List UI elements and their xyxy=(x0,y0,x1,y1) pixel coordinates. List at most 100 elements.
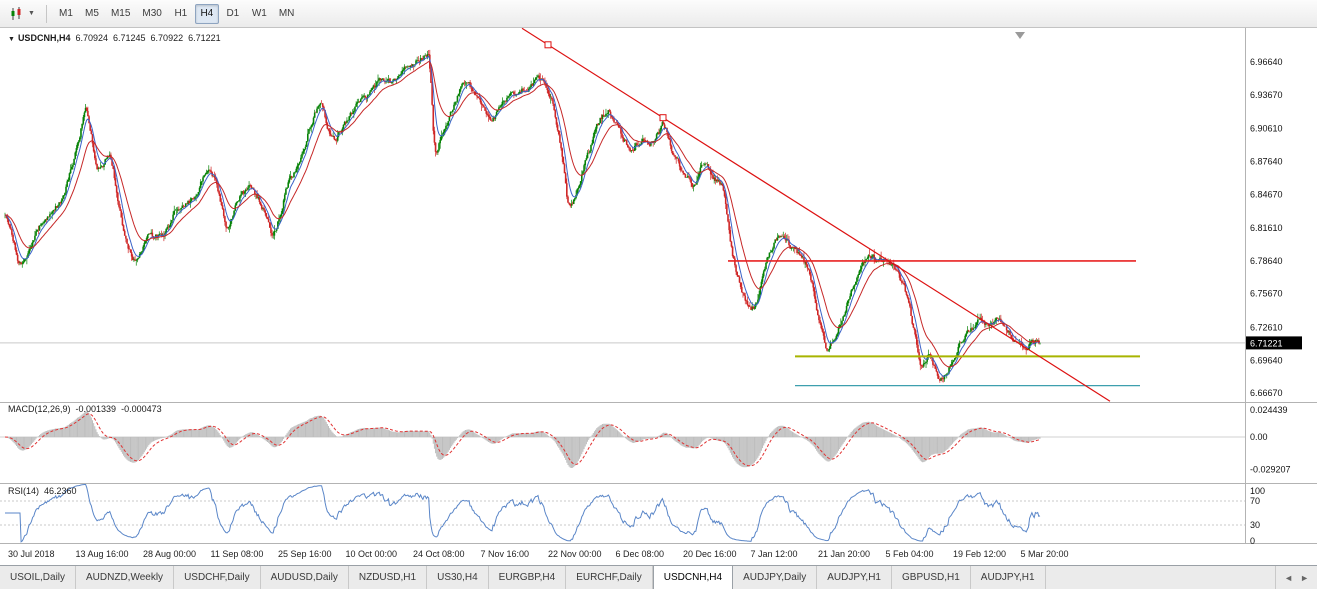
timeframe-button-m15[interactable]: M15 xyxy=(110,8,131,19)
candlestick-chart-icon xyxy=(11,6,21,20)
svg-text:-0.029207: -0.029207 xyxy=(1250,464,1291,474)
tab-scroll-right-icon[interactable]: ► xyxy=(1300,572,1309,583)
svg-text:6.93670: 6.93670 xyxy=(1250,90,1283,100)
svg-text:6.71221: 6.71221 xyxy=(1250,338,1283,348)
macd-main-value: -0.001339 xyxy=(75,404,117,414)
chart-ohlc-label: ▼ USDCNH,H4 6.70924 6.71245 6.70922 6.71221 xyxy=(8,33,226,43)
svg-text:7 Jan 12:00: 7 Jan 12:00 xyxy=(751,549,798,559)
svg-text:7 Nov 16:00: 7 Nov 16:00 xyxy=(481,549,530,559)
timeframe-button-h4[interactable]: H4 xyxy=(194,3,219,24)
price-chart[interactable]: 6.96640 6.93670 6.90610 6.87640 6.84670 6.816… xyxy=(0,28,1317,565)
svg-text:30: 30 xyxy=(1250,520,1260,530)
svg-text:5 Feb 04:00: 5 Feb 04:00 xyxy=(886,549,934,559)
svg-text:6.66670: 6.66670 xyxy=(1250,388,1283,398)
macd-signal-value: -0.000473 xyxy=(121,404,162,414)
svg-text:6.96640: 6.96640 xyxy=(1250,57,1283,67)
timeframe-button-m5[interactable]: M5 xyxy=(84,8,99,19)
svg-text:6.78640: 6.78640 xyxy=(1250,256,1283,266)
open-value: 6.70924 xyxy=(75,33,108,43)
svg-text:0: 0 xyxy=(1250,536,1255,546)
svg-text:6.75670: 6.75670 xyxy=(1250,289,1283,299)
chart-tab-nzdusd-h1[interactable]: NZDUSD,H1 xyxy=(348,566,428,589)
rsi-indicator xyxy=(0,483,1245,543)
tab-scroll-left-icon[interactable]: ◄ xyxy=(1284,572,1294,583)
svg-text:0.024439: 0.024439 xyxy=(1250,405,1288,415)
svg-text:22 Nov 00:00: 22 Nov 00:00 xyxy=(548,549,602,559)
svg-text:30 Jul 2018: 30 Jul 2018 xyxy=(8,549,55,559)
chart-tab-audnzd-weekly[interactable]: AUDNZD,Weekly xyxy=(76,566,175,589)
svg-text:25 Sep 16:00: 25 Sep 16:00 xyxy=(278,549,332,559)
symbol-timeframe-label: USDCNH,H4 xyxy=(17,33,71,43)
timeframe-button-mn[interactable]: MN xyxy=(278,8,295,19)
rsi-line xyxy=(5,483,1041,543)
ma-line-7 xyxy=(4,55,1041,377)
timeframe-button-w1[interactable]: W1 xyxy=(251,8,267,19)
low-value: 6.70922 xyxy=(150,33,184,43)
svg-text:6.90610: 6.90610 xyxy=(1250,124,1283,134)
chart-tab-eurgbp-h4[interactable]: EURGBP,H4 xyxy=(488,566,567,589)
svg-text:10 Oct 00:00: 10 Oct 00:00 xyxy=(346,549,398,559)
rsi-indicator-label: RSI(14) 46.2360 xyxy=(8,486,82,496)
chart-tab-usdcnh-h4[interactable]: USDCNH,H4 xyxy=(652,566,734,589)
chart-tab-usdchf-daily[interactable]: USDCHF,Daily xyxy=(174,566,261,589)
rsi-value: 46.2360 xyxy=(44,486,77,496)
chart-type-dropdown[interactable]: ▼ xyxy=(5,5,40,23)
descending-trendline[interactable] xyxy=(521,28,1111,402)
timeframe-button-m1[interactable]: M1 xyxy=(58,8,73,19)
svg-text:6.87640: 6.87640 xyxy=(1250,157,1283,167)
close-value: 6.71221 xyxy=(188,33,221,43)
chevron-down-icon: ▼ xyxy=(28,10,35,17)
time-axis[interactable]: 30 Jul 2018 13 Aug 16:00 28 Aug 00:00 11 Se… xyxy=(8,549,1069,559)
svg-text:5 Mar 20:00: 5 Mar 20:00 xyxy=(1021,549,1069,559)
toolbar-separator xyxy=(45,4,47,23)
svg-text:6 Dec 08:00: 6 Dec 08:00 xyxy=(616,549,665,559)
trendline-handle xyxy=(659,114,667,122)
chart-tab-audusd-daily[interactable]: AUDUSD,Daily xyxy=(260,566,349,589)
svg-text:6.69640: 6.69640 xyxy=(1250,355,1283,365)
svg-text:19 Feb 12:00: 19 Feb 12:00 xyxy=(953,549,1006,559)
timeframe-button-d1[interactable]: D1 xyxy=(226,8,240,19)
macd-indicator xyxy=(0,411,1245,468)
chart-tab-audjpy-h1[interactable]: AUDJPY,H1 xyxy=(970,566,1046,589)
svg-text:6.81610: 6.81610 xyxy=(1250,223,1283,233)
svg-text:100: 100 xyxy=(1250,486,1265,496)
macd-name: MACD(12,26,9) xyxy=(8,404,71,414)
chart-tab-us30-h4[interactable]: US30,H4 xyxy=(427,566,489,589)
chart-tab-gbpusd-h1[interactable]: GBPUSD,H1 xyxy=(892,566,971,589)
chart-tab-usoil-daily[interactable]: USOIL,Daily xyxy=(0,566,77,589)
timeframe-button-h1[interactable]: H1 xyxy=(174,8,188,19)
chart-tab-eurchf-daily[interactable]: EURCHF,Daily xyxy=(566,566,653,589)
timeframe-toolbar: ▼ M1 M5 M15 M30 H1 H4 D1 W1 MN xyxy=(0,0,1317,28)
svg-text:28 Aug 00:00: 28 Aug 00:00 xyxy=(143,549,196,559)
panel-separators[interactable] xyxy=(0,28,1317,544)
chart-shift-marker-icon[interactable] xyxy=(1015,32,1025,39)
tab-scroll-buttons: ◄ ► xyxy=(1275,566,1317,589)
chart-tab-audjpy-h1[interactable]: AUDJPY,H1 xyxy=(817,566,892,589)
price-axis[interactable]: 6.96640 6.93670 6.90610 6.87640 6.84670 6.816… xyxy=(1250,57,1283,398)
svg-text:13 Aug 16:00: 13 Aug 16:00 xyxy=(76,549,129,559)
svg-text:20 Dec 16:00: 20 Dec 16:00 xyxy=(683,549,737,559)
macd-axis: 0.024439 0.00 -0.029207 xyxy=(1250,405,1291,474)
svg-text:21 Jan 20:00: 21 Jan 20:00 xyxy=(818,549,870,559)
macd-signal-line xyxy=(4,413,1041,467)
current-price-badge: 6.71221 xyxy=(1246,336,1302,350)
svg-text:24 Oct 08:00: 24 Oct 08:00 xyxy=(413,549,465,559)
chart-tabs: USOIL,Daily AUDNZD,Weekly USDCHF,Daily AUDU… xyxy=(0,566,1275,589)
timeframe-button-m30[interactable]: M30 xyxy=(142,8,162,19)
symbol-collapse-icon[interactable]: ▼ xyxy=(8,36,15,43)
chart-tabs-bar: USOIL,Daily AUDNZD,Weekly USDCHF,Daily AUDU… xyxy=(0,565,1317,589)
svg-text:0.00: 0.00 xyxy=(1250,432,1268,442)
svg-text:70: 70 xyxy=(1250,496,1260,506)
chart-tab-audjpy-daily[interactable]: AUDJPY,Daily xyxy=(733,566,818,589)
rsi-name: RSI(14) xyxy=(8,486,40,496)
svg-text:11 Sep 08:00: 11 Sep 08:00 xyxy=(211,549,264,559)
candlesticks xyxy=(4,49,1041,383)
high-value: 6.71245 xyxy=(113,33,146,43)
trendline-handle xyxy=(544,41,552,49)
svg-text:6.72610: 6.72610 xyxy=(1250,323,1283,333)
timeframe-buttons: M1 M5 M15 M30 H1 H4 D1 W1 MN xyxy=(53,3,300,24)
svg-text:6.84670: 6.84670 xyxy=(1250,189,1283,199)
ma-line-21 xyxy=(4,61,1041,368)
